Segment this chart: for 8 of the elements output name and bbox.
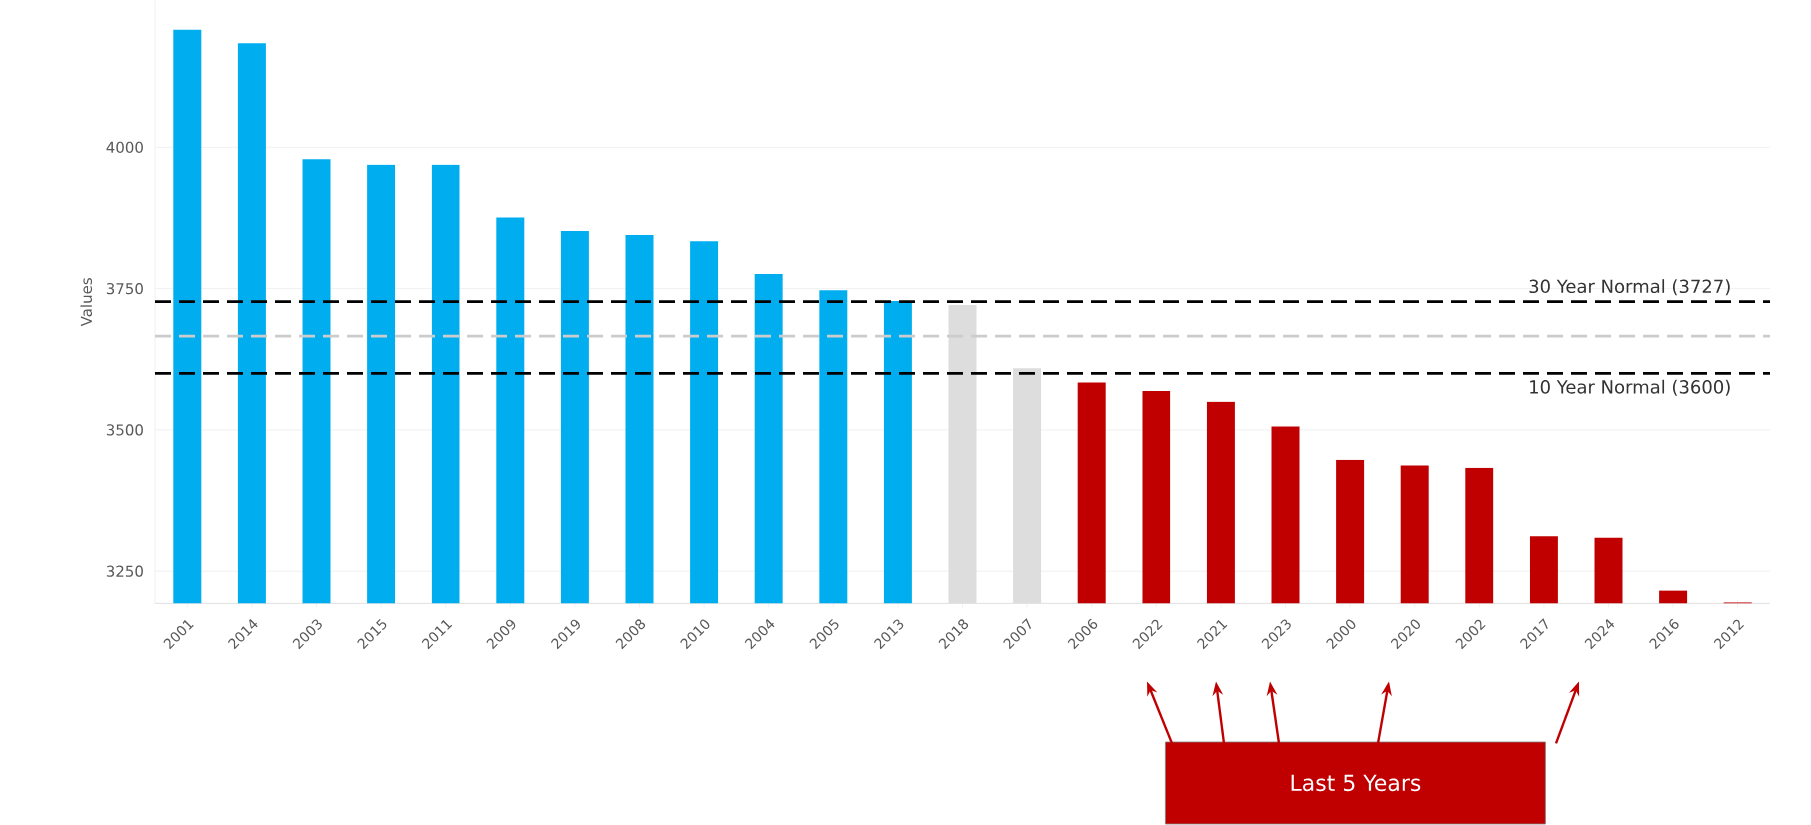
y-tick-label: 3500 <box>106 424 143 436</box>
ref-line-label: 10 Year Normal (3600) <box>1530 379 1730 396</box>
text: Last 5 Years <box>1291 774 1421 791</box>
y-axis-title: Values <box>80 277 93 327</box>
y-tick-label: 3250 <box>106 565 143 577</box>
y-tick-label: 3750 <box>106 282 143 295</box>
y-tick-label: 4000 <box>106 141 143 153</box>
ref-line-label: 30 Year Normal (3727) <box>1529 278 1730 296</box>
